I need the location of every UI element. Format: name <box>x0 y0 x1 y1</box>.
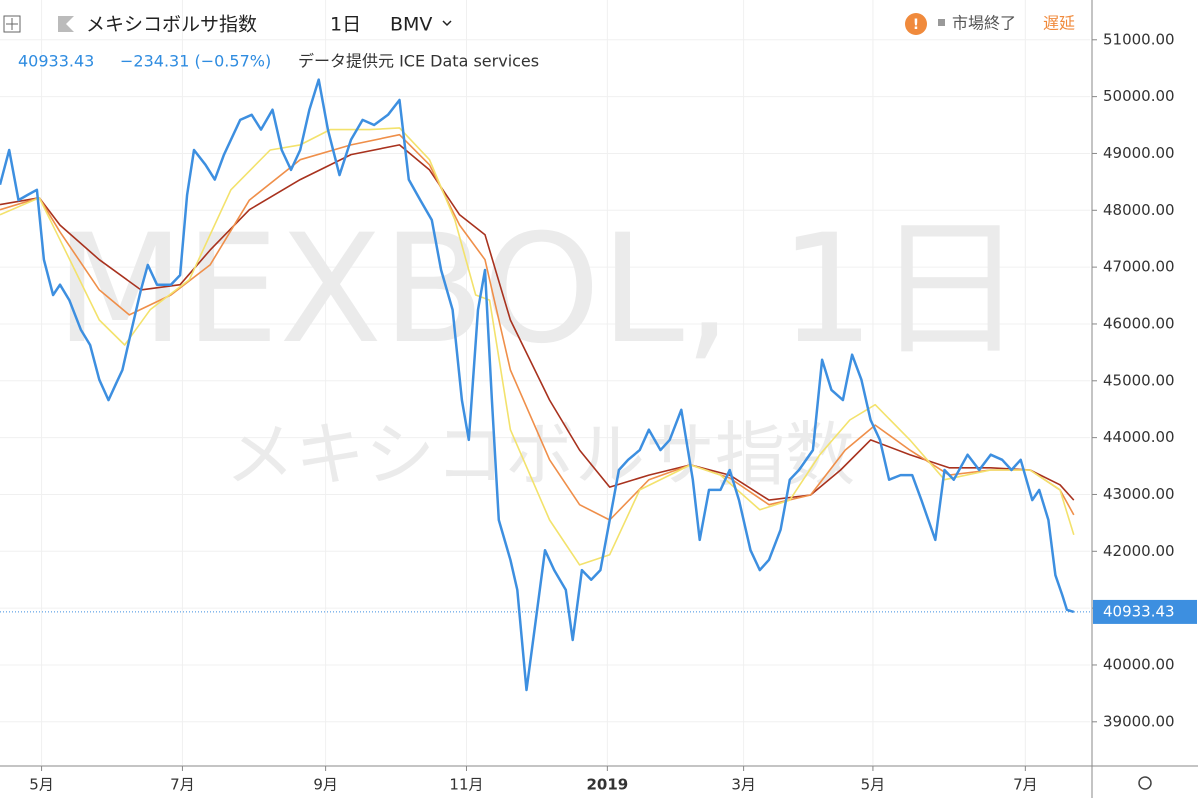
y-tick-label: 47000.00 <box>1103 258 1175 276</box>
x-tick-label: 3月 <box>731 776 756 794</box>
flag-icon[interactable] <box>58 16 74 32</box>
series-line <box>0 78 1075 692</box>
plot <box>0 78 1090 692</box>
x-tick-label: 2019 <box>586 776 628 794</box>
y-tick-label: 46000.00 <box>1103 314 1175 332</box>
status-dot <box>938 19 945 26</box>
x-tick-label: 5月 <box>29 776 54 794</box>
x-tick-label: 7月 <box>170 776 195 794</box>
y-tick-label: 42000.00 <box>1103 542 1175 560</box>
market-status: 市場終了 <box>952 14 1016 33</box>
dropdown-icon[interactable] <box>442 20 452 27</box>
y-tick-label: 39000.00 <box>1103 712 1175 730</box>
data-source: データ提供元 ICE Data services <box>298 52 539 71</box>
settings-icon[interactable] <box>1138 776 1152 790</box>
warning-icon[interactable] <box>905 13 927 35</box>
axes: 39000.0040000.0041000.0042000.0043000.00… <box>29 30 1197 794</box>
interval[interactable]: 1日 <box>330 14 361 36</box>
y-tick-label: 50000.00 <box>1103 87 1175 105</box>
last-price-tag <box>1093 599 1197 624</box>
x-tick-label: 5月 <box>861 776 886 794</box>
series-line <box>0 144 1075 501</box>
y-tick-label: 51000.00 <box>1103 30 1175 48</box>
watermark: MEXBOL, 1日 <box>55 203 1025 377</box>
last-price: 40933.43 <box>18 52 94 71</box>
x-tick-label: 7月 <box>1013 776 1038 794</box>
y-tick-label: 49000.00 <box>1103 144 1175 162</box>
y-tick-label: 44000.00 <box>1103 428 1175 446</box>
last-price-tag-label: 40933.43 <box>1103 602 1175 620</box>
symbol-title[interactable]: メキシコボルサ指数 <box>86 14 257 36</box>
warning-mark: ! <box>913 17 919 33</box>
y-tick-label: 48000.00 <box>1103 201 1175 219</box>
layout-icon[interactable] <box>3 15 21 33</box>
price-change: −234.31 (−0.57%) <box>120 52 271 71</box>
grid <box>0 0 1090 765</box>
x-tick-label: 9月 <box>313 776 338 794</box>
x-tick-label: 11月 <box>449 776 483 794</box>
watermark-sub: メキシコボルサ指数 <box>225 414 855 496</box>
exchange[interactable]: BMV <box>390 14 432 36</box>
series-line <box>0 133 1075 521</box>
delay-badge[interactable]: 遅延 <box>1043 14 1075 33</box>
y-tick-label: 43000.00 <box>1103 485 1175 503</box>
y-tick-label: 45000.00 <box>1103 371 1175 389</box>
series-line <box>0 127 1075 566</box>
y-tick-label: 40000.00 <box>1103 655 1175 673</box>
